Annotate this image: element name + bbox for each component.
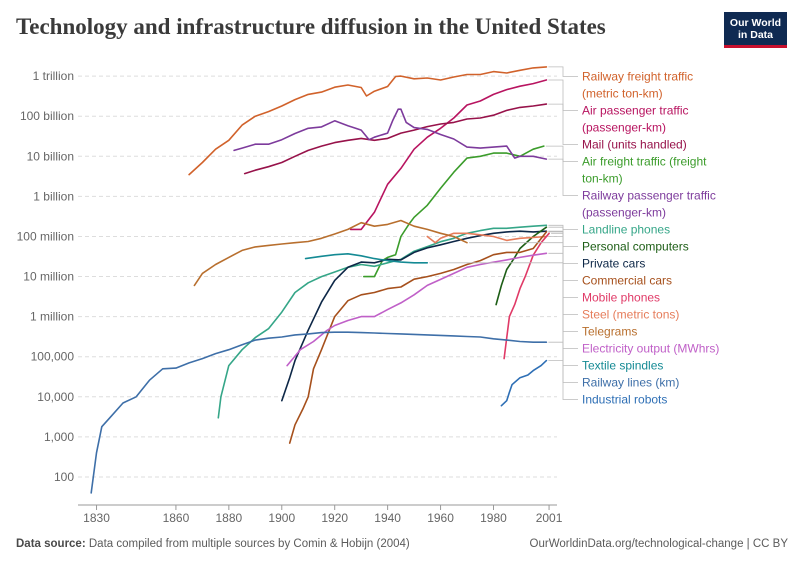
- series-line-7: [495, 226, 548, 306]
- y-tick-label: 1 billion: [33, 189, 74, 203]
- footer-source: Data source: Data compiled from multiple…: [16, 538, 410, 550]
- x-tick-label: 1980: [480, 511, 507, 525]
- series-line-5: [217, 224, 548, 419]
- series-label: Textile spindles: [582, 359, 663, 373]
- x-axis: 1830 1860 1880 1900 1920 1940 1960 1980 2001: [78, 504, 563, 525]
- series-lines: [90, 66, 550, 494]
- series-label: Private cars: [582, 257, 645, 271]
- x-tick-label: 1830: [83, 511, 110, 525]
- series-label: Electricity output (MWhrs): [582, 342, 719, 356]
- footer-url[interactable]: OurWorldinData.org/technological-change …: [529, 538, 788, 550]
- y-grid: [78, 75, 557, 478]
- label-connector: [429, 262, 578, 366]
- label-connector: [548, 79, 578, 111]
- series-line-15: [500, 359, 548, 407]
- series-line-8: [426, 232, 548, 244]
- series-line-1: [349, 79, 548, 231]
- series-label: Personal computers: [582, 240, 689, 254]
- x-tick-label: 1880: [215, 511, 242, 525]
- series-label: Railway passenger traffic (passenger-km): [582, 189, 716, 220]
- y-tick-label: 1,000: [44, 430, 74, 444]
- source-label: Data source:: [16, 538, 86, 550]
- series-line-14: [90, 331, 548, 494]
- series-line-4: [233, 108, 548, 160]
- source-text: Data compiled from multiple sources by C…: [88, 538, 410, 550]
- label-connector: [548, 66, 578, 77]
- series-label: Steel (metric tons): [582, 308, 679, 322]
- series-line-2: [243, 103, 548, 175]
- y-tick-label: 100,000: [31, 350, 75, 364]
- label-connector: [548, 103, 578, 145]
- owid-logo[interactable]: Our World in Data: [724, 12, 787, 48]
- y-tick-label: 1 million: [30, 310, 74, 324]
- x-tick-label: 1940: [374, 511, 401, 525]
- series-label: Air freight traffic (freight ton-km): [582, 155, 707, 186]
- series-line-12: [193, 219, 468, 287]
- x-tick-label: 1920: [321, 511, 348, 525]
- series-label: Telegrams: [582, 325, 637, 339]
- y-tick-label: 10 billion: [27, 149, 74, 163]
- series-label: Landline phones: [582, 223, 670, 237]
- logo-accent-bar: [724, 45, 787, 48]
- series-label: Industrial robots: [582, 393, 667, 407]
- y-tick-label: 1 trillion: [33, 69, 74, 83]
- label-connector: [548, 360, 578, 400]
- x-tick-label: 2001: [536, 511, 563, 525]
- y-tick-label: 100 billion: [20, 109, 74, 123]
- x-tick-label: 1900: [268, 511, 295, 525]
- y-axis-ticks: 100 1,000 10,000 100,000 1 million 10 million…: [17, 69, 75, 484]
- series-line-0: [188, 66, 548, 176]
- series-line-6: [280, 230, 548, 402]
- series-label: Mail (units handled): [582, 138, 687, 152]
- series-label: Air passenger traffic (passenger-km): [582, 104, 689, 135]
- series-label: Railway lines (km): [582, 376, 679, 390]
- series-label: Railway freight traffic (metric ton-km): [582, 70, 693, 101]
- series-label: Mobile phones: [582, 291, 660, 305]
- series-line-11: [286, 252, 548, 367]
- x-tick-label: 1860: [163, 511, 190, 525]
- y-tick-label: 10,000: [37, 390, 74, 404]
- y-tick-label: 100 million: [17, 229, 74, 243]
- series-label: Commercial cars: [582, 274, 672, 288]
- page-title: Technology and infrastructure diffusion …: [16, 14, 606, 39]
- series-line-10: [288, 231, 548, 444]
- series-line-9: [503, 232, 550, 360]
- label-connector: [548, 158, 578, 196]
- x-tick-label: 1960: [427, 511, 454, 525]
- label-connector: [545, 145, 578, 162]
- series-line-13: [304, 253, 429, 264]
- series-line-3: [362, 145, 545, 278]
- series-labels: Railway freight traffic (metric ton-km)Ai…: [429, 66, 719, 407]
- y-tick-label: 10 million: [23, 270, 74, 284]
- y-tick-label: 100: [54, 470, 74, 484]
- logo-line-1: Our World: [729, 17, 782, 29]
- logo-line-2: in Data: [737, 29, 773, 41]
